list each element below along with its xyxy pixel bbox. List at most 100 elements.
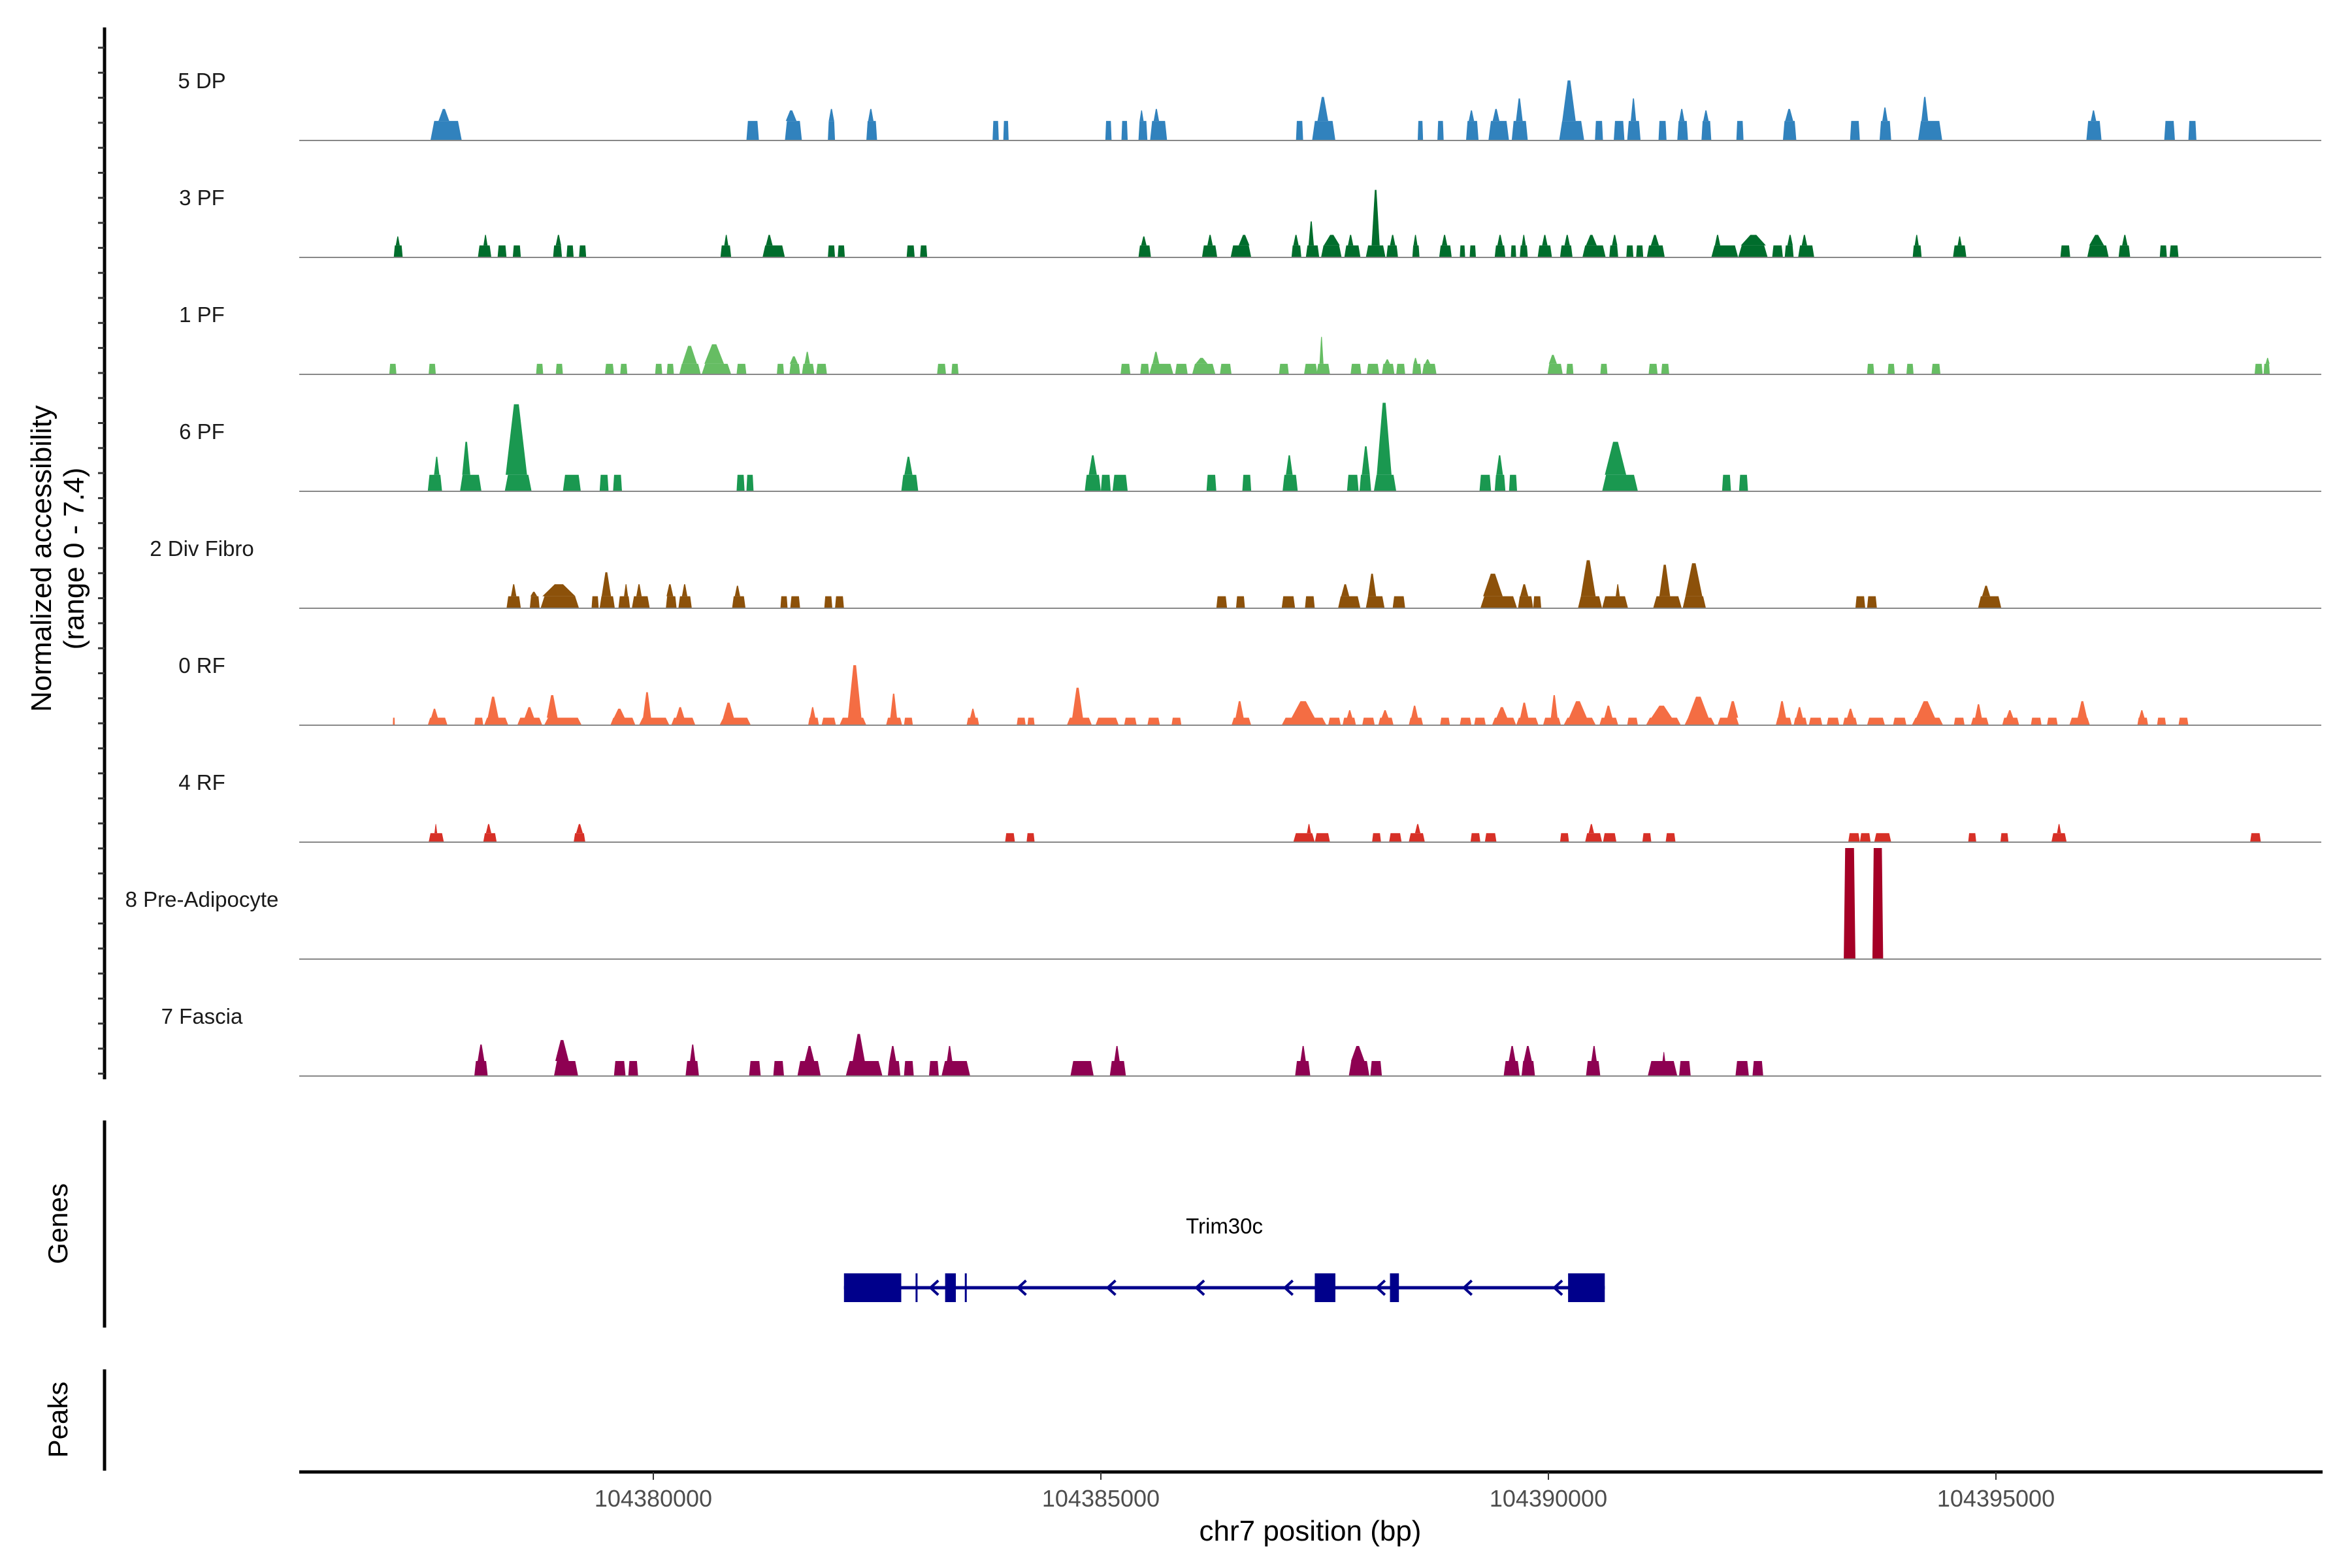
coverage-peak-summit (1586, 235, 1597, 246)
coverage-peak (1808, 717, 1823, 725)
coverage-peak (1378, 717, 1394, 725)
coverage-peak-summit (789, 356, 798, 364)
track-label: 1 PF (179, 302, 225, 327)
coverage-peak (1711, 245, 1739, 257)
coverage-peak (429, 363, 436, 374)
coverage-peak (1095, 717, 1119, 725)
coverage-peak-summit (809, 707, 815, 718)
coverage-peak (1918, 121, 1942, 140)
coverage-peak (1422, 363, 1437, 374)
coverage-peak (1533, 596, 1542, 608)
coverage-peak (628, 1061, 638, 1076)
coverage-peak (1772, 245, 1783, 257)
coverage-peak (1953, 717, 1965, 725)
coverage-peak (1627, 717, 1638, 725)
coverage-peak (2069, 717, 2090, 725)
coverage-peak-summit (487, 696, 498, 718)
coverage-peak (2051, 833, 2067, 842)
coverage-peak (1582, 245, 1606, 257)
coverage-peak (610, 717, 636, 725)
coverage-peak (1365, 596, 1385, 608)
coverage-peak (906, 245, 915, 257)
track-8-pre-adipocyte: 8 Pre-Adipocyte (125, 848, 2321, 960)
coverage-peak-summit (1957, 236, 1962, 246)
coverage-peak (574, 833, 585, 842)
coverage-peak (1887, 363, 1895, 374)
coverage-peak (736, 474, 745, 491)
coverage-peak (1365, 245, 1386, 257)
coverage-peak (2169, 245, 2179, 257)
coverage-peak (506, 596, 521, 608)
coverage-peak (1859, 833, 1871, 842)
x-tick-label: 104385000 (1042, 1485, 1160, 1512)
coverage-peak (790, 596, 800, 608)
coverage-peak-summit (613, 708, 625, 718)
track-label: 6 PF (179, 419, 225, 444)
coverage-peak-summit (483, 235, 488, 246)
coverage-peak (816, 363, 827, 374)
coverage-peak (1842, 717, 1857, 725)
coverage-peak (427, 474, 442, 491)
coverage-peak-summit (785, 110, 797, 122)
coverage-peak (1602, 596, 1628, 608)
coverage-peak-summit (643, 692, 651, 718)
coverage-peak (2087, 245, 2109, 257)
gene-exon (1315, 1273, 1335, 1302)
coverage-peak (1614, 121, 1625, 140)
coverage-peak (1235, 596, 1245, 608)
coverage-peak (762, 245, 785, 257)
coverage-peak (1627, 121, 1641, 140)
coverage-peak (1648, 363, 1658, 374)
coverage-peak-summit (1347, 710, 1352, 718)
coverage-peak (1412, 245, 1420, 257)
coverage-peak-summit (1740, 235, 1766, 246)
coverage-peak (821, 717, 836, 725)
coverage-peak-summit (2089, 235, 2104, 246)
coverage-peak-summit (1153, 108, 1160, 122)
coverage-peak (1171, 717, 1182, 725)
coverage-peak (1978, 596, 2002, 608)
coverage-peak (1439, 245, 1452, 257)
x-tick-label: 104395000 (1937, 1485, 2055, 1512)
coverage-peak (2178, 717, 2189, 725)
track-2-div-fibro: 2 Div Fibro (150, 536, 2321, 609)
coverage-peak (1109, 1061, 1126, 1076)
coverage-peak-summit (1139, 110, 1144, 122)
coverage-peak-summit (1550, 695, 1558, 718)
coverage-peak-summit (766, 235, 773, 246)
coverage-peak-summit (1662, 1052, 1665, 1062)
gene-exon (1390, 1273, 1399, 1302)
coverage-peak (2159, 245, 2167, 257)
coverage-peak (886, 717, 902, 725)
coverage-peak (655, 363, 662, 374)
coverage-peak (553, 245, 563, 257)
coverage-peak-summit (1483, 574, 1503, 596)
coverage-peak-summit (1914, 235, 1919, 246)
coverage-peak (1027, 717, 1035, 725)
coverage-peak (1701, 121, 1712, 140)
coverage-peak (512, 245, 521, 257)
coverage-peak-summit (542, 584, 576, 596)
coverage-peak (497, 245, 507, 257)
coverage-peak-summit (1916, 701, 1935, 718)
coverage-peak (666, 596, 677, 608)
coverage-peak (1147, 717, 1160, 725)
coverage-peak (866, 121, 877, 140)
coverage-peak (1281, 717, 1327, 725)
track-6-pf: 6 PF (179, 402, 2321, 492)
coverage-peak (599, 474, 609, 491)
coverage-peak (1844, 848, 1855, 959)
coverage-peak (1342, 717, 1356, 725)
coverage-peak (1216, 596, 1228, 608)
coverage-peak (773, 1061, 784, 1076)
coverage-peak-summit (2139, 710, 2145, 718)
coverage-peak (1026, 833, 1035, 842)
coverage-peak (1543, 717, 1561, 725)
coverage-peak (553, 1061, 578, 1076)
coverage-peak (1479, 474, 1492, 491)
coverage-peak (1494, 245, 1506, 257)
coverage-peak (666, 363, 674, 374)
coverage-peak (2047, 717, 2058, 725)
coverage-peak (540, 596, 580, 608)
coverage-peak (389, 363, 397, 374)
